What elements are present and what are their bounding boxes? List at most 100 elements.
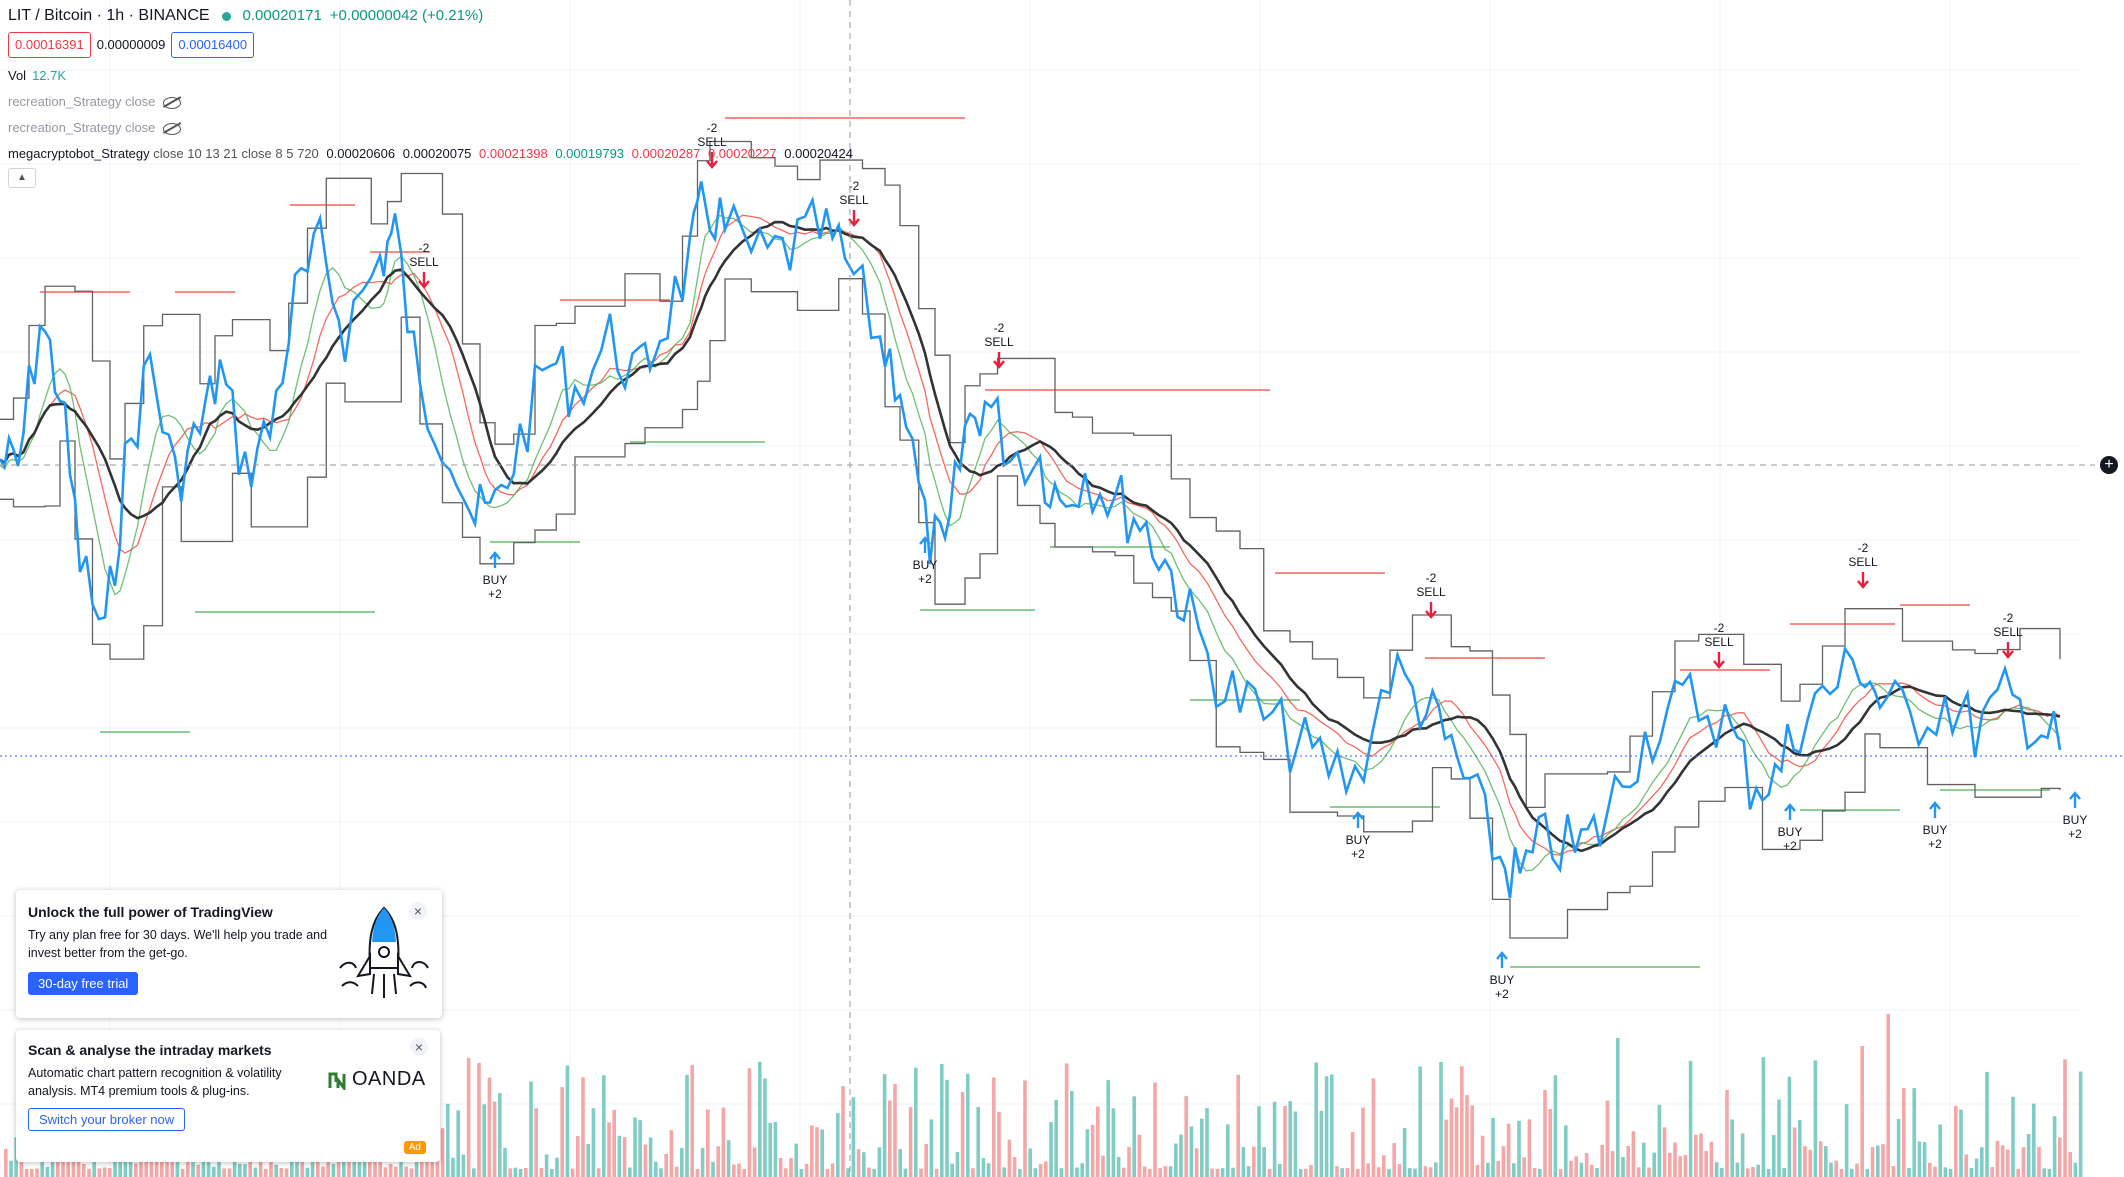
volume-bar xyxy=(1200,1118,1204,1177)
volume-bar xyxy=(1522,1157,1526,1177)
sell-arrow-icon xyxy=(1857,572,1869,589)
rocket-icon xyxy=(339,906,429,998)
volume-bar xyxy=(1808,1149,1812,1177)
volume-bar xyxy=(1470,1105,1474,1177)
signal-label: +2 xyxy=(1928,837,1942,851)
volume-bar xyxy=(934,1168,939,1177)
volume-bar xyxy=(1834,1160,1838,1177)
signal-label: -2 xyxy=(1858,541,1869,555)
volume-bar xyxy=(524,1167,528,1177)
volume-bar xyxy=(1803,1146,1807,1177)
volume-bar xyxy=(898,1149,902,1177)
strategy-legend-2[interactable]: recreation_Strategy close xyxy=(8,118,853,138)
volume-bar xyxy=(903,1168,908,1177)
volume-bar xyxy=(758,1061,762,1177)
volume-bar xyxy=(1735,1162,1740,1177)
volume-bar xyxy=(274,1164,278,1177)
market-status-icon xyxy=(221,11,231,21)
free-trial-button[interactable]: 30-day free trial xyxy=(28,972,139,995)
volume-bar xyxy=(487,1077,492,1177)
hidden-eye-icon[interactable] xyxy=(163,122,182,135)
volume-bar xyxy=(2078,1071,2083,1177)
volume-bar xyxy=(4,1148,8,1177)
signal-label: -2 xyxy=(994,321,1005,335)
volume-bar xyxy=(789,1158,793,1177)
volume-bar xyxy=(1491,1117,1495,1177)
switch-broker-button[interactable]: Switch your broker now xyxy=(28,1108,186,1131)
volume-bar xyxy=(1480,1135,1485,1177)
mega-value: 0.00020287 xyxy=(631,146,701,161)
volume-bar xyxy=(1746,1168,1750,1177)
volume-bar xyxy=(1293,1111,1298,1177)
signal-markers: -2SELL-2SELL-2SELL-2SELL-2SELL-2SELL-2SE… xyxy=(409,121,2087,1001)
volume-bar xyxy=(1434,1162,1438,1177)
volume-bar xyxy=(893,1084,897,1177)
buy-signal: BUY+2 xyxy=(913,536,937,586)
volume-bar xyxy=(1116,1156,1121,1177)
volume-bar xyxy=(1569,1160,1573,1177)
volume-bar xyxy=(1954,1105,1958,1177)
volume-bar xyxy=(1564,1125,1568,1177)
volume-bar xyxy=(1418,1066,1422,1177)
volume-bar xyxy=(1870,1147,1875,1177)
volume-bar xyxy=(1106,1080,1110,1177)
volume-bar xyxy=(248,1154,252,1177)
buy-price-button[interactable]: 0.00016400 xyxy=(171,32,255,58)
volume-bar xyxy=(685,1074,689,1177)
volume-bar xyxy=(1168,1166,1173,1177)
volume-bar xyxy=(1148,1168,1152,1177)
volume-bar xyxy=(108,1168,112,1177)
volume-bar xyxy=(461,1154,466,1177)
hidden-eye-icon[interactable] xyxy=(163,96,182,109)
volume-bar xyxy=(1304,1168,1308,1177)
oanda-logo-icon xyxy=(328,1072,346,1090)
volume-bar xyxy=(435,1146,440,1177)
close-icon[interactable]: × xyxy=(409,902,427,920)
buy-signal: BUY+2 xyxy=(1778,803,1802,853)
volume-legend[interactable]: Vol 12.7K xyxy=(8,66,853,86)
volume-bar xyxy=(1158,1168,1162,1177)
collapse-legend-button[interactable]: ▲ xyxy=(8,168,36,188)
signal-label: SELL xyxy=(409,255,439,269)
buy-signal: BUY+2 xyxy=(1923,801,1947,851)
buy-signal: BUY+2 xyxy=(2063,791,2087,841)
volume-bar xyxy=(139,1149,143,1177)
volume-bar xyxy=(1813,1060,1818,1177)
volume-bar xyxy=(1449,1098,1454,1177)
crosshair-plus-button[interactable]: + xyxy=(2100,456,2118,474)
volume-bar xyxy=(264,1168,268,1177)
sell-price-button[interactable]: 0.00016391 xyxy=(8,32,91,58)
volume-bar xyxy=(1579,1162,1584,1177)
signal-label: BUY xyxy=(1490,973,1515,987)
volume-bar xyxy=(1626,1146,1630,1177)
volume-bar xyxy=(1662,1127,1667,1177)
volume-bar xyxy=(638,1120,642,1177)
volume-bar xyxy=(2058,1137,2062,1177)
volume-bar xyxy=(1376,1167,1381,1177)
volume-bar xyxy=(1028,1148,1032,1177)
volume-bar xyxy=(1891,1166,1896,1177)
volume-bar xyxy=(664,1154,668,1177)
volume-bar xyxy=(596,1168,601,1177)
volume-bar xyxy=(1397,1163,1402,1177)
strategy-legend-1[interactable]: recreation_Strategy close xyxy=(8,92,853,112)
volume-bar xyxy=(1720,1168,1724,1177)
symbol-title[interactable]: LIT / Bitcoin · 1h · BINANCE xyxy=(8,7,210,24)
volume-bar xyxy=(1642,1142,1646,1177)
volume-bar xyxy=(877,1147,882,1177)
volume-bar xyxy=(1064,1063,1069,1177)
strategy-label: recreation_Strategy close xyxy=(8,120,156,135)
volume-bar xyxy=(1610,1151,1615,1177)
price-line xyxy=(0,181,2062,899)
volume-bar xyxy=(1319,1110,1324,1177)
signal-label: SELL xyxy=(1848,555,1878,569)
ma-dark xyxy=(0,220,2061,853)
volume-bar xyxy=(1324,1076,1329,1177)
volume-bar xyxy=(1090,1124,1095,1177)
volume-bar xyxy=(908,1107,913,1177)
volume-bar xyxy=(1163,1166,1168,1177)
mega-strategy-legend[interactable]: megacryptobot_Strategy close 10 13 21 cl… xyxy=(8,144,853,164)
close-icon[interactable]: × xyxy=(410,1038,428,1056)
volume-bar xyxy=(342,1160,346,1177)
